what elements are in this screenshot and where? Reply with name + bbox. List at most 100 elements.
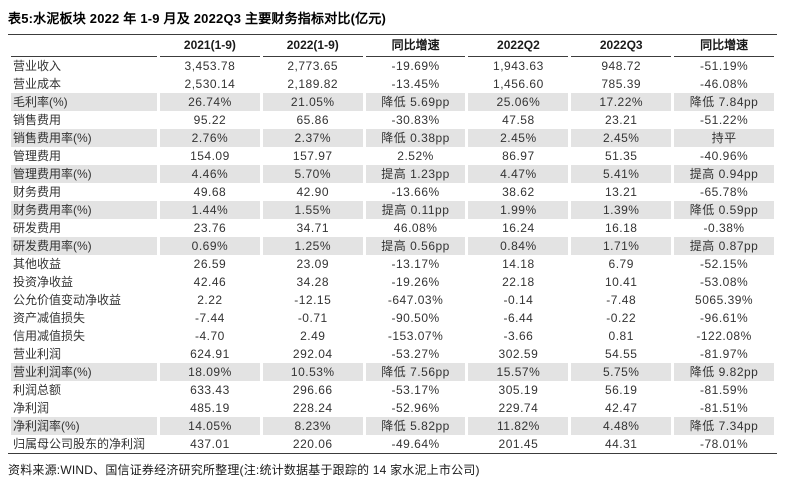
cell-value: 42.90 (296, 185, 329, 199)
cell-value: -13.17% (391, 257, 440, 271)
cell-value: -49.64% (391, 437, 440, 451)
cell-value: -0.14 (503, 293, 534, 307)
header-cell-yoy-2: 同比增速 (674, 35, 774, 57)
cell-value: 13.21 (604, 185, 638, 199)
row-label: 销售费用 (13, 113, 62, 127)
table-row: 研发费用率(%) 0.69% 1.25% 提高 0.56pp 0.84% 1.71% 提高 … (11, 237, 774, 255)
table-row: 资产减值损失 -7.44 -0.71 -90.50% -6.44 -0.22 -96.61% (11, 309, 774, 327)
table-row: 销售费用 95.22 65.86 -30.83% 47.58 23.21 -51.22% (11, 111, 774, 129)
cell-value: 4.46% (160, 165, 260, 183)
cell-value: 2.22 (197, 293, 223, 307)
cell-value: 220.06 (292, 437, 333, 451)
table-header: 2021(1-9) 2022(1-9) 同比增速 2022Q2 2022Q3 同… (11, 35, 774, 57)
cell-value: -647.03% (387, 293, 444, 307)
cell-value: 49.68 (193, 185, 227, 199)
cell-value: 15.57% (468, 363, 569, 381)
cell-value: 10.41 (604, 275, 638, 289)
table-row: 营业利润率(%) 18.09% 10.53% 降低 7.56pp 15.57% 5.75%… (11, 363, 774, 381)
row-label: 研发费用 (13, 221, 62, 235)
table-row: 营业成本 2,530.14 2,189.82 -13.45% 1,456.60 785.3… (11, 75, 774, 93)
table-row: 其他收益 26.59 23.09 -13.17% 14.18 6.79 -52.15% (11, 255, 774, 273)
cell-value: 54.55 (604, 347, 638, 361)
cell-value: 3,453.78 (184, 59, 236, 73)
cell-value: 16.18 (604, 221, 638, 235)
cell-value: -30.83% (391, 113, 440, 127)
row-label: 营业利润 (13, 347, 62, 361)
cell-value: -0.38% (703, 221, 745, 235)
cell-value: -78.01% (699, 437, 749, 451)
header-row: 2021(1-9) 2022(1-9) 同比增速 2022Q2 2022Q3 同… (11, 35, 774, 57)
cell-value: 2.37% (262, 129, 363, 147)
header-cell-yoy-1: 同比增速 (365, 35, 466, 57)
cell-value: 785.39 (601, 77, 642, 91)
cell-value: 17.22% (571, 93, 672, 111)
table-row: 管理费用率(%) 4.46% 5.70% 提高 1.23pp 4.47% 5.41% 提高 … (11, 165, 774, 183)
row-label: 管理费用率(%) (11, 165, 157, 183)
row-label: 资产减值损失 (13, 311, 86, 325)
cell-value: 154.09 (190, 149, 230, 163)
row-label: 销售费用率(%) (11, 129, 157, 147)
header-cell-2022q3: 2022Q3 (571, 35, 672, 57)
table-row: 利润总额 633.43 296.66 -53.17% 305.19 56.19 -81.59… (11, 381, 774, 399)
cell-value: 5065.39% (695, 293, 754, 307)
cell-value: -53.27% (391, 347, 440, 361)
cell-value: 42.47 (604, 401, 638, 415)
cell-value: 23.09 (296, 257, 329, 271)
row-label: 投资净收益 (13, 275, 74, 289)
cell-value: 23.76 (193, 221, 227, 235)
cell-value: 1,943.63 (493, 59, 544, 73)
cell-value: 8.23% (262, 417, 363, 435)
cell-value: 23.21 (604, 113, 638, 127)
cell-value: 65.86 (296, 113, 329, 127)
cell-value: -0.71 (297, 311, 328, 325)
cell-value: 4.47% (468, 165, 569, 183)
cell-value: -81.51% (699, 401, 749, 415)
row-label: 归属母公司股东的净利润 (13, 437, 146, 451)
cell-value: 292.04 (292, 347, 333, 361)
row-label: 营业收入 (13, 59, 62, 73)
cell-value: 1.44% (160, 201, 260, 219)
cell-value: 25.06% (468, 93, 569, 111)
cell-value: -90.50% (391, 311, 440, 325)
cell-value: 11.82% (468, 417, 569, 435)
cell-value: 5.41% (571, 165, 672, 183)
cell-value: 2,530.14 (184, 77, 236, 91)
cell-value: 提高 1.23pp (365, 165, 466, 183)
cell-value: 提高 0.56pp (365, 237, 466, 255)
row-label: 公允价值变动净收益 (13, 293, 122, 307)
cell-value: 228.24 (292, 401, 333, 415)
cell-value: 2.76% (160, 129, 260, 147)
cell-value: 34.71 (296, 221, 329, 235)
cell-value: -0.22 (606, 311, 637, 325)
cell-value: 296.66 (292, 383, 333, 397)
row-label: 其他收益 (13, 257, 62, 271)
row-label: 净利润率(%) (11, 417, 157, 435)
cell-value: 34.28 (296, 275, 329, 289)
cell-value: 2,189.82 (287, 77, 339, 91)
cell-value: 46.08% (393, 221, 438, 235)
table-title: 表5:水泥板块 2022 年 1-9 月及 2022Q3 主要财务指标对比(亿元… (8, 11, 387, 26)
header-cell-2021-1-9: 2021(1-9) (160, 35, 260, 57)
cell-value: -7.44 (194, 311, 225, 325)
row-label: 毛利率(%) (11, 93, 157, 111)
row-label: 利润总额 (13, 383, 62, 397)
cell-value: -96.61% (699, 311, 749, 325)
cell-value: 44.31 (604, 437, 638, 451)
cell-value: 229.74 (498, 401, 539, 415)
table-row: 管理费用 154.09 157.97 2.52% 86.97 51.35 -40.96% (11, 147, 774, 165)
header-cell-label (11, 35, 157, 57)
cell-value: 1,456.60 (493, 77, 544, 91)
cell-value: 降低 7.34pp (674, 417, 774, 435)
report-table-page: 表5:水泥板块 2022 年 1-9 月及 2022Q3 主要财务指标对比(亿元… (8, 11, 777, 477)
table-row: 研发费用 23.76 34.71 46.08% 16.24 16.18 -0.38% (11, 219, 774, 237)
cell-value: 2,773.65 (287, 59, 339, 73)
cell-value: 948.72 (601, 59, 642, 73)
table-row: 净利润 485.19 228.24 -52.96% 229.74 42.47 -81.51% (11, 399, 774, 417)
cell-value: 0.84% (468, 237, 569, 255)
cell-value: -19.69% (391, 59, 440, 73)
cell-value: 2.52% (397, 149, 434, 163)
cell-value: 1.99% (468, 201, 569, 219)
cell-value: 38.62 (502, 185, 535, 199)
cell-value: 157.97 (292, 149, 333, 163)
cell-value: -13.66% (391, 185, 440, 199)
